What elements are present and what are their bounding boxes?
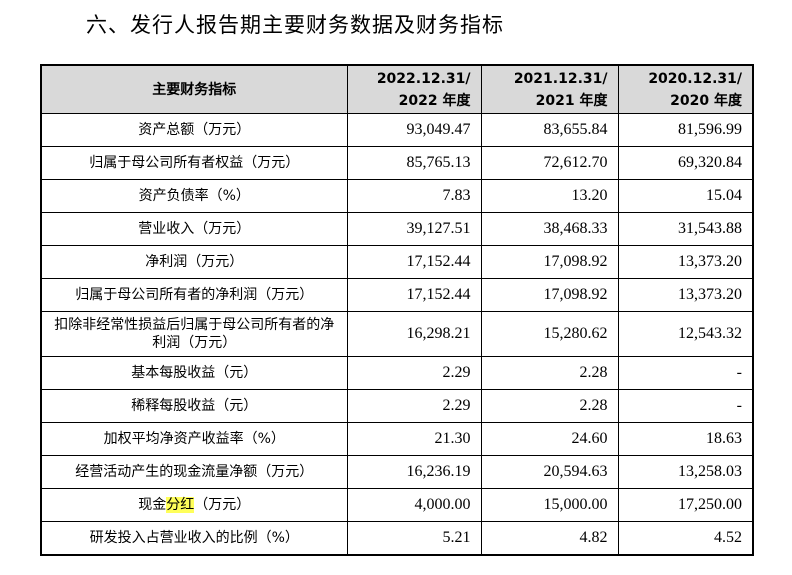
cell-value: 93,049.47 xyxy=(346,113,482,147)
cell-value: 4.82 xyxy=(480,521,619,556)
table-row: 归属于母公司所有者权益（万元） 85,765.13 72,612.70 69,3… xyxy=(40,146,754,180)
cell-value: 4,000.00 xyxy=(346,488,482,522)
cell-value: 2.28 xyxy=(480,356,619,390)
cell-value: - xyxy=(617,356,754,390)
header-indicator: 主要财务指标 xyxy=(40,64,348,114)
table-row: 资产负债率（%） 7.83 13.20 15.04 xyxy=(40,179,754,213)
section-title: 六、发行人报告期主要财务数据及财务指标 xyxy=(86,13,504,37)
cell-value: 12,543.32 xyxy=(617,311,754,357)
financial-indicators-table: 主要财务指标 2022.12.31/2022 年度 2021.12.31/202… xyxy=(40,64,754,556)
table-row: 经营活动产生的现金流量净额（万元） 16,236.19 20,594.63 13… xyxy=(40,455,754,489)
row-label: 营业收入（万元） xyxy=(40,212,348,246)
cell-value: 81,596.99 xyxy=(617,113,754,147)
table-row: 基本每股收益（元） 2.29 2.28 - xyxy=(40,356,754,390)
cell-value: 13,373.20 xyxy=(617,278,754,312)
row-label: 基本每股收益（元） xyxy=(40,356,348,390)
cell-value: 13.20 xyxy=(480,179,619,213)
cell-value: - xyxy=(617,389,754,423)
cell-value: 39,127.51 xyxy=(346,212,482,246)
cell-value: 38,468.33 xyxy=(480,212,619,246)
row-label: 归属于母公司所有者的净利润（万元） xyxy=(40,278,348,312)
table-row: 归属于母公司所有者的净利润（万元） 17,152.44 17,098.92 13… xyxy=(40,278,754,312)
cell-value: 72,612.70 xyxy=(480,146,619,180)
cell-value: 17,098.92 xyxy=(480,245,619,279)
table-row: 资产总额（万元） 93,049.47 83,655.84 81,596.99 xyxy=(40,113,754,147)
cell-value: 31,543.88 xyxy=(617,212,754,246)
table-row: 营业收入（万元） 39,127.51 38,468.33 31,543.88 xyxy=(40,212,754,246)
cell-value: 16,298.21 xyxy=(346,311,482,357)
row-label: 扣除非经常性损益后归属于母公司所有者的净利润（万元） xyxy=(40,311,348,357)
row-label: 净利润（万元） xyxy=(40,245,348,279)
cell-value: 15,000.00 xyxy=(480,488,619,522)
cell-value: 15,280.62 xyxy=(480,311,619,357)
cell-value: 17,152.44 xyxy=(346,278,482,312)
cell-value: 69,320.84 xyxy=(617,146,754,180)
header-2022: 2022.12.31/2022 年度 xyxy=(346,64,482,114)
cell-value: 17,098.92 xyxy=(480,278,619,312)
cell-value: 24.60 xyxy=(480,422,619,456)
table-row: 研发投入占营业收入的比例（%） 5.21 4.82 4.52 xyxy=(40,521,754,556)
cell-value: 85,765.13 xyxy=(346,146,482,180)
cell-value: 17,152.44 xyxy=(346,245,482,279)
row-label: 加权平均净资产收益率（%） xyxy=(40,422,348,456)
highlighted-text: 分红 xyxy=(166,497,195,513)
row-label: 研发投入占营业收入的比例（%） xyxy=(40,521,348,556)
header-2021: 2021.12.31/2021 年度 xyxy=(480,64,619,114)
cell-value: 20,594.63 xyxy=(480,455,619,489)
cell-value: 2.29 xyxy=(346,389,482,423)
row-label: 资产负债率（%） xyxy=(40,179,348,213)
table-row: 现金分红（万元） 4,000.00 15,000.00 17,250.00 xyxy=(40,488,754,522)
cell-value: 18.63 xyxy=(617,422,754,456)
table-row: 稀释每股收益（元） 2.29 2.28 - xyxy=(40,389,754,423)
cell-value: 7.83 xyxy=(346,179,482,213)
table-header-row: 主要财务指标 2022.12.31/2022 年度 2021.12.31/202… xyxy=(40,64,754,114)
cell-value: 16,236.19 xyxy=(346,455,482,489)
cell-value: 15.04 xyxy=(617,179,754,213)
row-label: 稀释每股收益（元） xyxy=(40,389,348,423)
row-label: 经营活动产生的现金流量净额（万元） xyxy=(40,455,348,489)
row-label: 现金分红（万元） xyxy=(40,488,348,522)
cell-value: 2.29 xyxy=(346,356,482,390)
cell-value: 13,373.20 xyxy=(617,245,754,279)
cell-value: 13,258.03 xyxy=(617,455,754,489)
cell-value: 17,250.00 xyxy=(617,488,754,522)
cell-value: 5.21 xyxy=(346,521,482,556)
row-label: 归属于母公司所有者权益（万元） xyxy=(40,146,348,180)
cell-value: 2.28 xyxy=(480,389,619,423)
table-row: 扣除非经常性损益后归属于母公司所有者的净利润（万元） 16,298.21 15,… xyxy=(40,311,754,357)
header-2020: 2020.12.31/2020 年度 xyxy=(617,64,754,114)
row-label: 资产总额（万元） xyxy=(40,113,348,147)
table-row: 加权平均净资产收益率（%） 21.30 24.60 18.63 xyxy=(40,422,754,456)
table-row: 净利润（万元） 17,152.44 17,098.92 13,373.20 xyxy=(40,245,754,279)
cell-value: 21.30 xyxy=(346,422,482,456)
cell-value: 83,655.84 xyxy=(480,113,619,147)
cell-value: 4.52 xyxy=(617,521,754,556)
